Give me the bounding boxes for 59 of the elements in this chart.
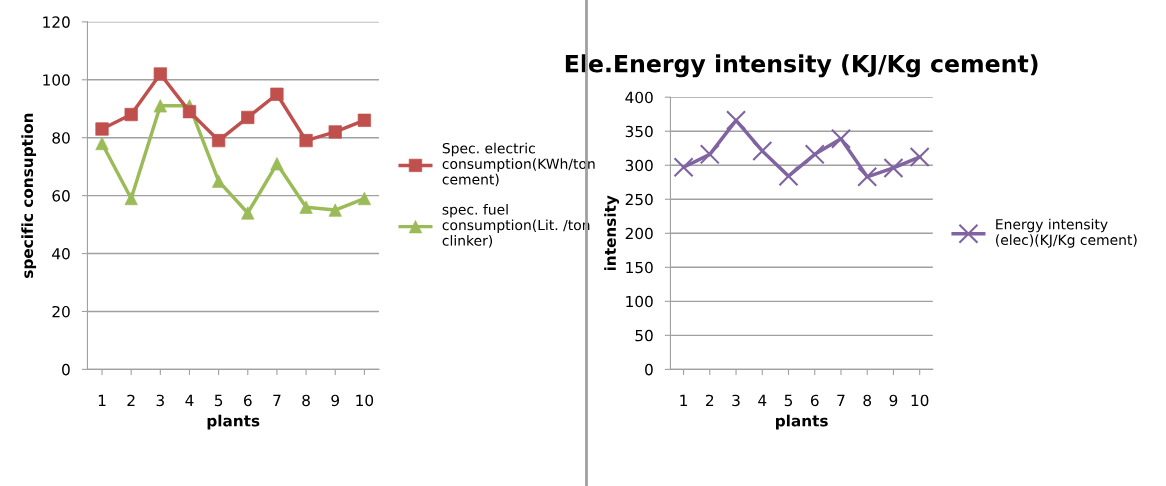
y-tick-label: 150	[626, 261, 653, 274]
point	[699, 144, 720, 165]
y-tick-label: 0	[62, 363, 70, 376]
y-tick-label: 80	[52, 132, 70, 144]
point	[909, 147, 930, 168]
x-tick-label: 4	[758, 394, 767, 406]
point	[299, 134, 313, 148]
chart-title: Ele.Energy intensity (KJ/Kg cement)	[565, 54, 1038, 78]
y-tick-label: 300	[625, 159, 653, 172]
y-tick-label: 250	[625, 193, 653, 206]
x-tick-label: 3	[156, 394, 164, 407]
x-tick-label: 4	[185, 394, 194, 406]
x-tick-label: 6	[810, 394, 819, 407]
x-tick-label: 10	[356, 394, 374, 407]
y-tick-label: 100	[43, 74, 70, 86]
point	[357, 191, 371, 206]
legend-label: spec. fuel consumption(Lit. /ton clinker)	[442, 203, 590, 248]
x-tick-label: 1	[98, 394, 106, 406]
point	[241, 110, 255, 125]
x-tick-label: 5	[784, 394, 793, 407]
x-tick-label: 6	[243, 394, 252, 407]
y-axis-title: specific consuption	[21, 113, 37, 278]
y-axis-title: intensity	[604, 195, 620, 271]
point	[212, 134, 226, 148]
x-tick-label: 3	[732, 394, 740, 407]
y-tick-label: 120	[43, 16, 70, 28]
point	[857, 166, 878, 187]
point	[830, 128, 852, 149]
x-tick-label: 7	[837, 394, 845, 406]
x-tick-label: 8	[302, 394, 310, 407]
legend-label: Spec. electric consumption(KWh/ton cement)	[442, 142, 595, 187]
y-tick-label: 40	[52, 248, 70, 260]
x-tick-label: 2	[706, 394, 714, 406]
x-tick-label: 7	[273, 394, 281, 406]
y-tick-label: 400	[625, 91, 653, 104]
point	[752, 140, 773, 162]
x-axis-title: plants	[776, 414, 828, 430]
y-tick-label: 200	[625, 227, 653, 240]
x-tick-label: 5	[214, 394, 223, 407]
point	[778, 166, 799, 187]
point	[725, 110, 747, 131]
x-tick-label: 9	[331, 394, 340, 407]
point	[95, 136, 109, 151]
point	[804, 144, 825, 165]
y-tick-label: 0	[645, 363, 653, 376]
x-tick-label: 2	[127, 394, 135, 406]
x-axis-title: plants	[207, 414, 260, 430]
x-tick-label: 8	[863, 394, 872, 407]
point	[883, 157, 904, 179]
y-tick-label: 50	[635, 329, 653, 342]
x-tick-label: 1	[680, 394, 688, 406]
y-tick-label: 60	[52, 190, 70, 202]
y-tick-label: 100	[626, 295, 653, 308]
point	[673, 157, 694, 178]
y-tick-label: 20	[52, 305, 70, 318]
x-tick-label: 9	[889, 394, 898, 407]
legend-label: Energy intensity (elec)(KJ/Kg cement)	[996, 218, 1137, 248]
y-tick-label: 350	[625, 125, 653, 138]
x-tick-label: 10	[911, 394, 929, 407]
